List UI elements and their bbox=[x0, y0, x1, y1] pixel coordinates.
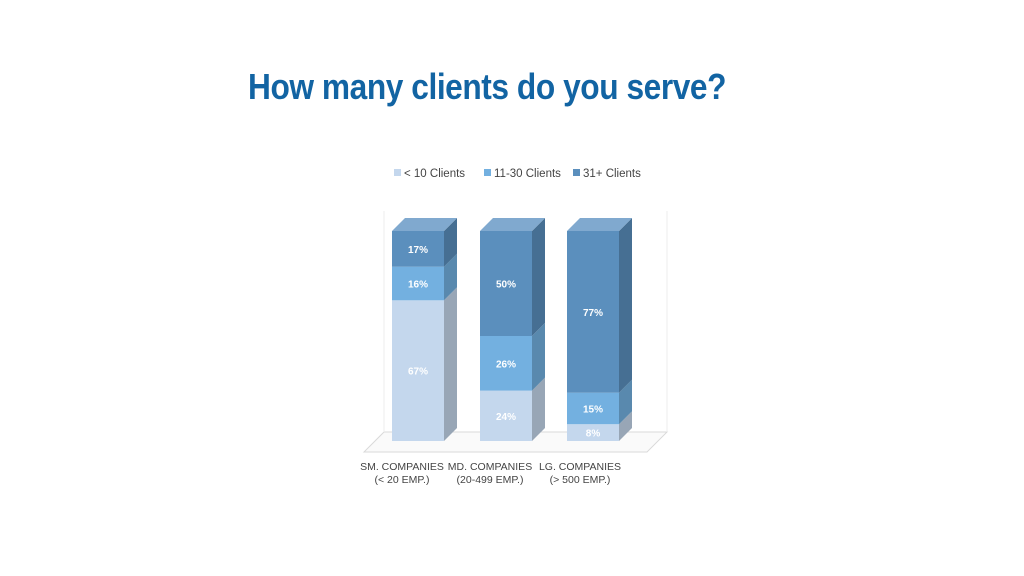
slide-title: How many clients do you serve? bbox=[248, 66, 726, 107]
data-label: 17% bbox=[408, 245, 428, 256]
category-label: (20-499 EMP.) bbox=[457, 474, 524, 486]
legend-label: 11-30 Clients bbox=[494, 168, 561, 180]
bar-segment-side bbox=[532, 323, 545, 391]
bar-segment-side bbox=[444, 253, 457, 301]
legend-swatch bbox=[484, 169, 491, 176]
bar-segment-side bbox=[532, 377, 545, 441]
chart-legend: < 10 Clients 11-30 Clients 31+ Clients bbox=[394, 168, 641, 180]
data-label: 50% bbox=[496, 280, 516, 291]
bar-top-face bbox=[480, 218, 545, 231]
bar-top-face bbox=[567, 218, 632, 231]
data-label: 8% bbox=[586, 429, 601, 440]
data-label: 16% bbox=[408, 280, 428, 291]
data-label: 67% bbox=[408, 367, 428, 378]
data-label: 77% bbox=[583, 308, 603, 319]
category-label: LG. COMPANIES bbox=[539, 461, 621, 473]
bar-segment bbox=[567, 392, 619, 425]
data-label: 26% bbox=[496, 359, 516, 370]
category-labels: SM. COMPANIES(< 20 EMP.) MD. COMPANIES(20… bbox=[360, 461, 621, 486]
bar-segment bbox=[567, 231, 619, 393]
bar-segment-side bbox=[619, 411, 632, 441]
bar-top-face bbox=[392, 218, 457, 231]
data-label: 24% bbox=[496, 412, 516, 423]
bar-segment bbox=[392, 300, 444, 441]
bar-segment bbox=[567, 424, 619, 441]
category-label: MD. COMPANIES bbox=[448, 461, 532, 473]
bar-segment bbox=[480, 390, 532, 441]
legend-label: < 10 Clients bbox=[404, 168, 465, 180]
bar-segment-side bbox=[619, 379, 632, 425]
category-label: (> 500 EMP.) bbox=[550, 474, 611, 486]
chart-bars: 67% 16% 17% 24% 26% 50% 8% 15% 77% bbox=[392, 218, 632, 441]
legend-swatch bbox=[394, 169, 401, 176]
legend-swatch bbox=[573, 169, 580, 176]
bar-segment bbox=[392, 266, 444, 301]
bar-segment bbox=[480, 231, 532, 336]
bar-segment-side bbox=[532, 218, 545, 336]
category-label: SM. COMPANIES bbox=[360, 461, 444, 473]
data-label: 15% bbox=[583, 404, 603, 415]
bar-segment-side bbox=[619, 218, 632, 393]
bar-segment-side bbox=[444, 287, 457, 441]
category-label: (< 20 EMP.) bbox=[375, 474, 430, 486]
bar-segment-side bbox=[444, 218, 457, 267]
legend-label: 31+ Clients bbox=[583, 168, 641, 180]
bar-segment bbox=[392, 231, 444, 267]
bar-segment bbox=[480, 336, 532, 391]
